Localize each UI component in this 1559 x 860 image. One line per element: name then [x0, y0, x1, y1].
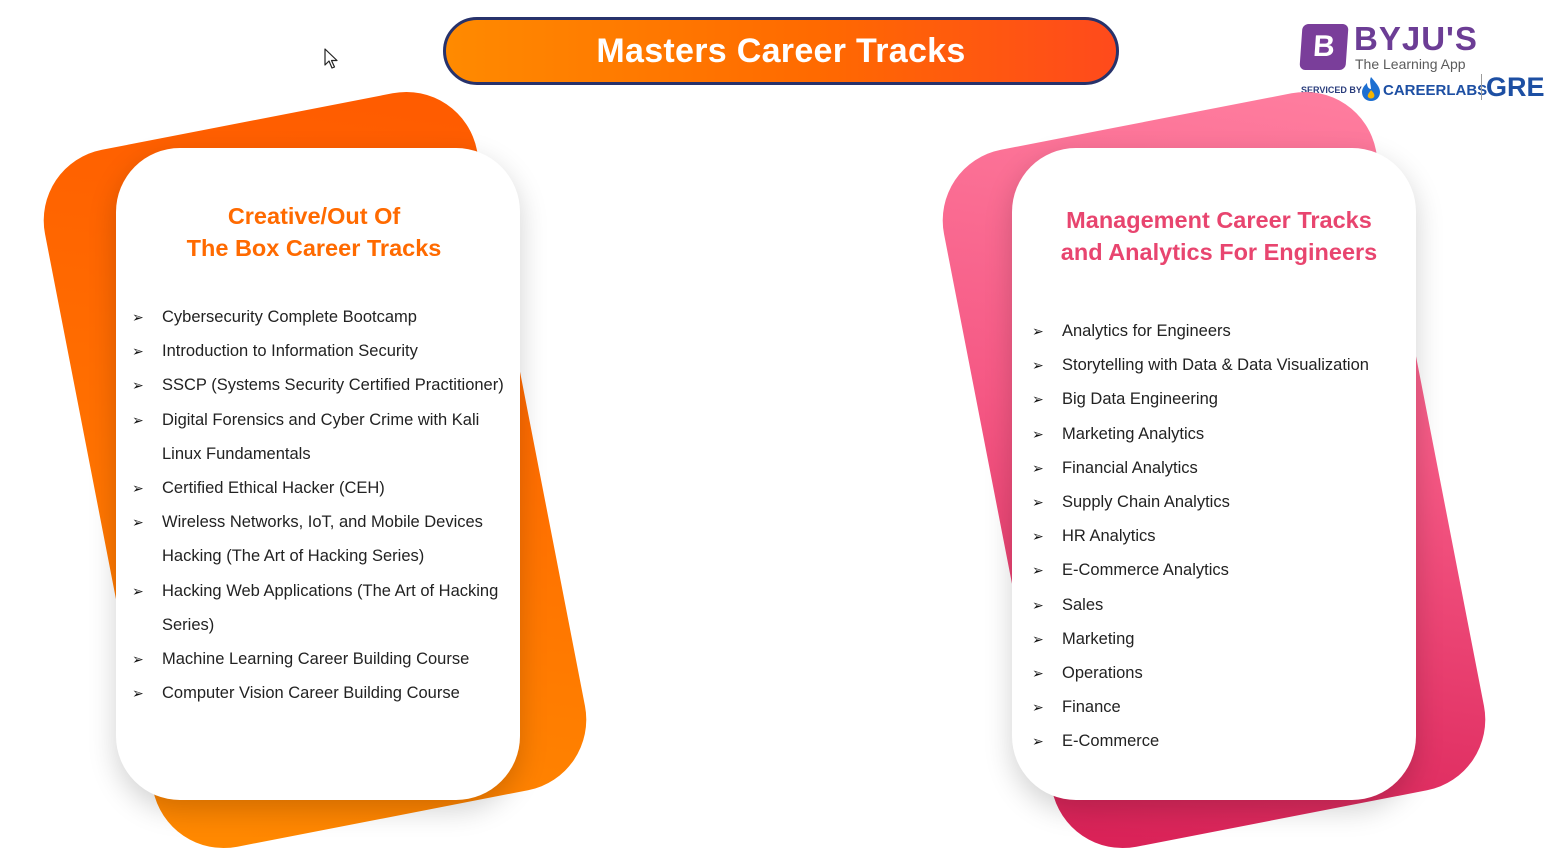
- track-list-item-label: Certified Ethical Hacker (CEH): [162, 479, 385, 498]
- track-list-item-label: Cybersecurity Complete Bootcamp: [162, 308, 417, 326]
- track-list-item: ➢ Cybersecurity Complete Bootcamp: [132, 300, 520, 334]
- track-list-item: ➢ Certified Ethical Hacker (CEH): [132, 471, 520, 505]
- track-list-item-label: Analytics for Engineers: [1062, 322, 1231, 340]
- logo-tagline: The Learning App: [1355, 56, 1466, 72]
- track-list-item: ➢ Supply Chain Analytics: [1032, 485, 1416, 519]
- arrowhead-bullet-icon: ➢: [132, 480, 144, 497]
- logo-partner-name: CAREERLABS: [1383, 82, 1488, 99]
- arrowhead-bullet-icon: ➢: [1032, 562, 1044, 579]
- byjus-b-icon: B: [1299, 24, 1349, 70]
- right-track-card: Management Career Tracks and Analytics F…: [1012, 148, 1416, 800]
- track-list-item-label: Big Data Engineering: [1062, 390, 1218, 409]
- track-list-item-label: Finance: [1062, 698, 1121, 717]
- track-list-item: ➢ HR Analytics: [1032, 519, 1416, 553]
- logo-serviced-by: SERVICED BY: [1301, 85, 1362, 95]
- left-card-title: Creative/Out Of The Box Career Tracks: [186, 203, 442, 261]
- track-list-item: ➢ Hacking Web Applications (The Art of Ha…: [132, 574, 520, 642]
- track-list-item-label: Introduction to Information Security: [162, 342, 418, 361]
- arrowhead-bullet-icon: ➢: [1032, 528, 1044, 545]
- track-list-item-label: Digital Forensics and Cyber Crime with K…: [162, 410, 480, 463]
- mouse-pointer-icon: [324, 48, 338, 69]
- track-list-item-label: Hacking Web Applications (The Art of Hac…: [162, 581, 499, 634]
- careerlabs-flame-icon: [1362, 77, 1380, 101]
- track-list-item-label: Computer Vision Career Building Course: [162, 684, 460, 703]
- track-list-item: ➢ Operations: [1032, 656, 1416, 690]
- track-list-item-label: HR Analytics: [1062, 527, 1156, 546]
- track-list-item-label: Supply Chain Analytics: [1062, 493, 1230, 512]
- logo-divider: [1481, 74, 1482, 100]
- track-list-item-label: Sales: [1062, 595, 1104, 614]
- logo-exam-name: GRE: [1486, 72, 1545, 102]
- arrowhead-bullet-icon: ➢: [1032, 665, 1044, 682]
- track-list-item: ➢ Wireless Networks, IoT, and Mobile Devi…: [132, 505, 520, 573]
- arrowhead-bullet-icon: ➢: [1032, 323, 1044, 339]
- arrowhead-bullet-icon: ➢: [132, 377, 144, 394]
- arrowhead-bullet-icon: ➢: [1032, 391, 1044, 408]
- arrowhead-bullet-icon: ➢: [1032, 733, 1044, 750]
- arrowhead-bullet-icon: ➢: [1032, 357, 1044, 374]
- track-list-item: ➢ Big Data Engineering: [1032, 382, 1416, 416]
- track-list-item: ➢ Analytics for Engineers: [1032, 314, 1416, 348]
- left-track-list: ➢ Cybersecurity Complete Bootcamp ➢ Introdu…: [132, 300, 520, 710]
- track-list-item-label: Wireless Networks, IoT, and Mobile Devic…: [162, 513, 483, 566]
- track-list-item: ➢ Marketing: [1032, 622, 1416, 656]
- track-list-item: ➢ Computer Vision Career Building Course: [132, 676, 520, 710]
- track-list-item-label: Storytelling with Data & Data Visualizat…: [1062, 356, 1369, 375]
- track-list-item: ➢ Digital Forensics and Cyber Crime with …: [132, 403, 520, 471]
- arrowhead-bullet-icon: ➢: [132, 514, 144, 531]
- track-list-item-label: Financial Analytics: [1062, 458, 1198, 477]
- track-list-item: ➢ Storytelling with Data & Data Visualiza…: [1032, 348, 1416, 382]
- arrowhead-bullet-icon: ➢: [132, 309, 144, 325]
- track-list-item: ➢ E-Commerce Analytics: [1032, 553, 1416, 587]
- byjus-logo: B BYJU'S The Learning App SERVICED BY CA…: [1298, 20, 1553, 104]
- track-list-item: ➢ Sales: [1032, 588, 1416, 622]
- right-card-title: Management Career Tracks and Analytics F…: [1060, 207, 1378, 265]
- track-list-item-label: E-Commerce Analytics: [1062, 561, 1229, 580]
- page-title: Masters Career Tracks: [596, 31, 966, 70]
- arrowhead-bullet-icon: ➢: [132, 343, 144, 360]
- track-list-item-label: SSCP (Systems Security Certified Practit…: [162, 376, 504, 395]
- track-list-item-label: Marketing: [1062, 629, 1135, 648]
- left-track-card: Creative/Out Of The Box Career Tracks ➢ C…: [116, 148, 520, 800]
- arrowhead-bullet-icon: ➢: [1032, 699, 1044, 716]
- track-list-item: ➢ SSCP (Systems Security Certified Practi…: [132, 368, 520, 402]
- track-list-item: ➢ E-Commerce: [1032, 724, 1416, 758]
- arrowhead-bullet-icon: ➢: [132, 651, 144, 668]
- right-track-list: ➢ Analytics for Engineers ➢ Storytelling wi…: [1032, 314, 1416, 759]
- logo-brand-name: BYJU'S: [1354, 20, 1478, 57]
- arrowhead-bullet-icon: ➢: [132, 411, 144, 428]
- track-list-item-label: Machine Learning Career Building Course: [162, 650, 470, 669]
- arrowhead-bullet-icon: ➢: [1032, 459, 1044, 476]
- arrowhead-bullet-icon: ➢: [1032, 630, 1044, 647]
- arrowhead-bullet-icon: ➢: [1032, 494, 1044, 511]
- track-list-item: ➢ Marketing Analytics: [1032, 417, 1416, 451]
- arrowhead-bullet-icon: ➢: [132, 685, 144, 702]
- track-list-item: ➢ Finance: [1032, 690, 1416, 724]
- arrowhead-bullet-icon: ➢: [132, 582, 144, 599]
- arrowhead-bullet-icon: ➢: [1032, 596, 1044, 613]
- track-list-item-label: Marketing Analytics: [1062, 424, 1205, 443]
- track-list-item-label: Operations: [1062, 664, 1143, 683]
- track-list-item-label: E-Commerce: [1062, 732, 1160, 751]
- track-list-item: ➢ Financial Analytics: [1032, 451, 1416, 485]
- track-list-item: ➢ Machine Learning Career Building Course: [132, 642, 520, 676]
- arrowhead-bullet-icon: ➢: [1032, 425, 1044, 442]
- page-title-banner: Masters Career Tracks: [443, 17, 1119, 85]
- track-list-item: ➢ Introduction to Information Security: [132, 334, 520, 368]
